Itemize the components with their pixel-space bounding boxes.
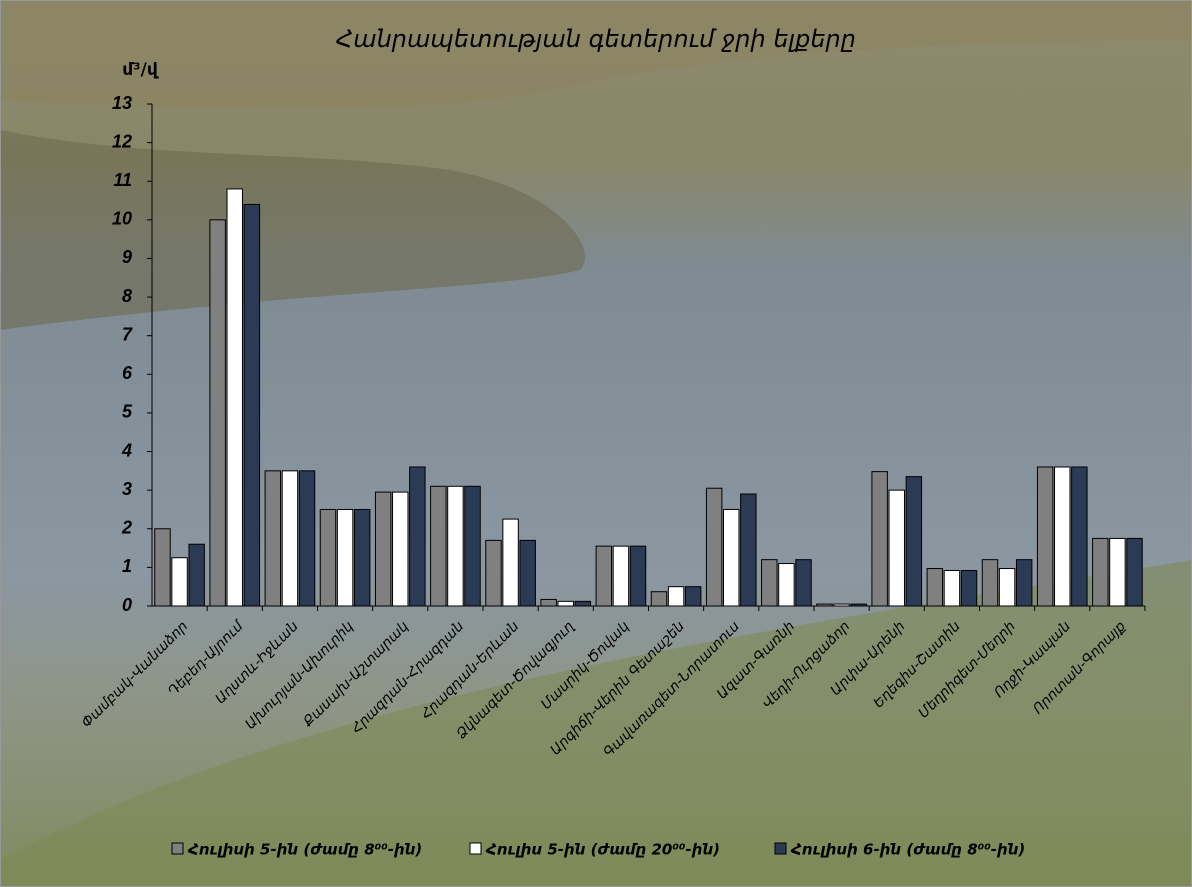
bar bbox=[795, 559, 812, 607]
bar bbox=[943, 569, 961, 607]
bar bbox=[485, 539, 502, 607]
y-axis-label: մ³/վ bbox=[122, 60, 159, 80]
bar bbox=[519, 539, 536, 607]
bar bbox=[209, 219, 226, 607]
y-tick-label: 7 bbox=[122, 324, 133, 344]
legend-swatch bbox=[171, 842, 184, 855]
y-tick-label: 11 bbox=[113, 170, 132, 190]
bar bbox=[761, 559, 778, 607]
legend-swatch bbox=[774, 842, 787, 855]
legend-swatch bbox=[469, 842, 482, 855]
bar bbox=[1126, 537, 1143, 607]
bar bbox=[264, 470, 282, 607]
bar bbox=[574, 600, 592, 607]
bar bbox=[723, 508, 740, 607]
legend-label: Հուլիս 5-ին (ժամը 20⁰⁰-ին) bbox=[485, 841, 720, 859]
bar bbox=[595, 545, 613, 607]
bar bbox=[1015, 559, 1033, 607]
bar bbox=[319, 508, 337, 607]
y-tick-label: 8 bbox=[122, 286, 132, 306]
bar bbox=[298, 470, 316, 607]
bar bbox=[833, 603, 850, 607]
bar bbox=[816, 603, 833, 607]
bar bbox=[353, 508, 371, 607]
bar bbox=[684, 586, 702, 607]
bar bbox=[740, 493, 757, 607]
bar bbox=[960, 569, 978, 607]
bar bbox=[705, 487, 723, 607]
bar bbox=[905, 476, 923, 607]
bar bbox=[447, 485, 464, 607]
bar bbox=[888, 489, 905, 607]
bar bbox=[871, 471, 888, 607]
y-tick-label: 2 bbox=[121, 518, 132, 538]
bar bbox=[540, 598, 557, 607]
background-land bbox=[0, 0, 1192, 109]
bar bbox=[1109, 537, 1126, 607]
background-grass bbox=[0, 560, 1192, 887]
bar bbox=[1036, 466, 1054, 607]
background-hill bbox=[0, 130, 585, 330]
bar bbox=[336, 508, 354, 607]
y-tick-label: 12 bbox=[112, 131, 132, 151]
bar bbox=[502, 518, 519, 607]
bar bbox=[243, 203, 261, 607]
bar bbox=[171, 557, 188, 607]
bar bbox=[998, 568, 1016, 607]
bar bbox=[926, 568, 944, 607]
chart-title: Հանրապետության գետերում ջրի ելքերը bbox=[336, 25, 856, 53]
legend-label: Հուլիսի 6-ին (ժամը 8⁰⁰-ին) bbox=[790, 841, 1025, 859]
bar bbox=[464, 485, 481, 607]
legend-label: Հուլիսի 5-ին (ժամը 8⁰⁰-ին) bbox=[187, 841, 422, 859]
y-tick-label: 1 bbox=[122, 556, 132, 576]
bar bbox=[667, 586, 685, 607]
bar bbox=[409, 466, 426, 607]
bar bbox=[1092, 537, 1109, 607]
bar bbox=[778, 563, 795, 607]
y-tick-label: 4 bbox=[121, 440, 132, 460]
bar bbox=[1054, 466, 1071, 607]
bar bbox=[281, 470, 299, 607]
bar bbox=[392, 491, 409, 607]
bar bbox=[629, 545, 647, 607]
y-tick-label: 6 bbox=[122, 363, 133, 383]
y-tick-label: 9 bbox=[122, 247, 132, 267]
bar bbox=[850, 603, 867, 607]
y-tick-label: 10 bbox=[112, 209, 132, 229]
bar bbox=[188, 543, 205, 607]
bar bbox=[612, 545, 630, 607]
y-tick-label: 5 bbox=[122, 402, 133, 422]
y-tick-label: 0 bbox=[122, 595, 132, 615]
bar bbox=[1071, 466, 1088, 607]
bar bbox=[374, 491, 392, 607]
bar bbox=[981, 559, 999, 607]
y-tick-label: 3 bbox=[122, 479, 132, 499]
bar bbox=[154, 528, 171, 607]
bar bbox=[430, 485, 447, 607]
bar bbox=[226, 188, 243, 607]
bar bbox=[650, 591, 668, 607]
bar bbox=[557, 600, 574, 607]
y-tick-label: 13 bbox=[112, 93, 132, 113]
